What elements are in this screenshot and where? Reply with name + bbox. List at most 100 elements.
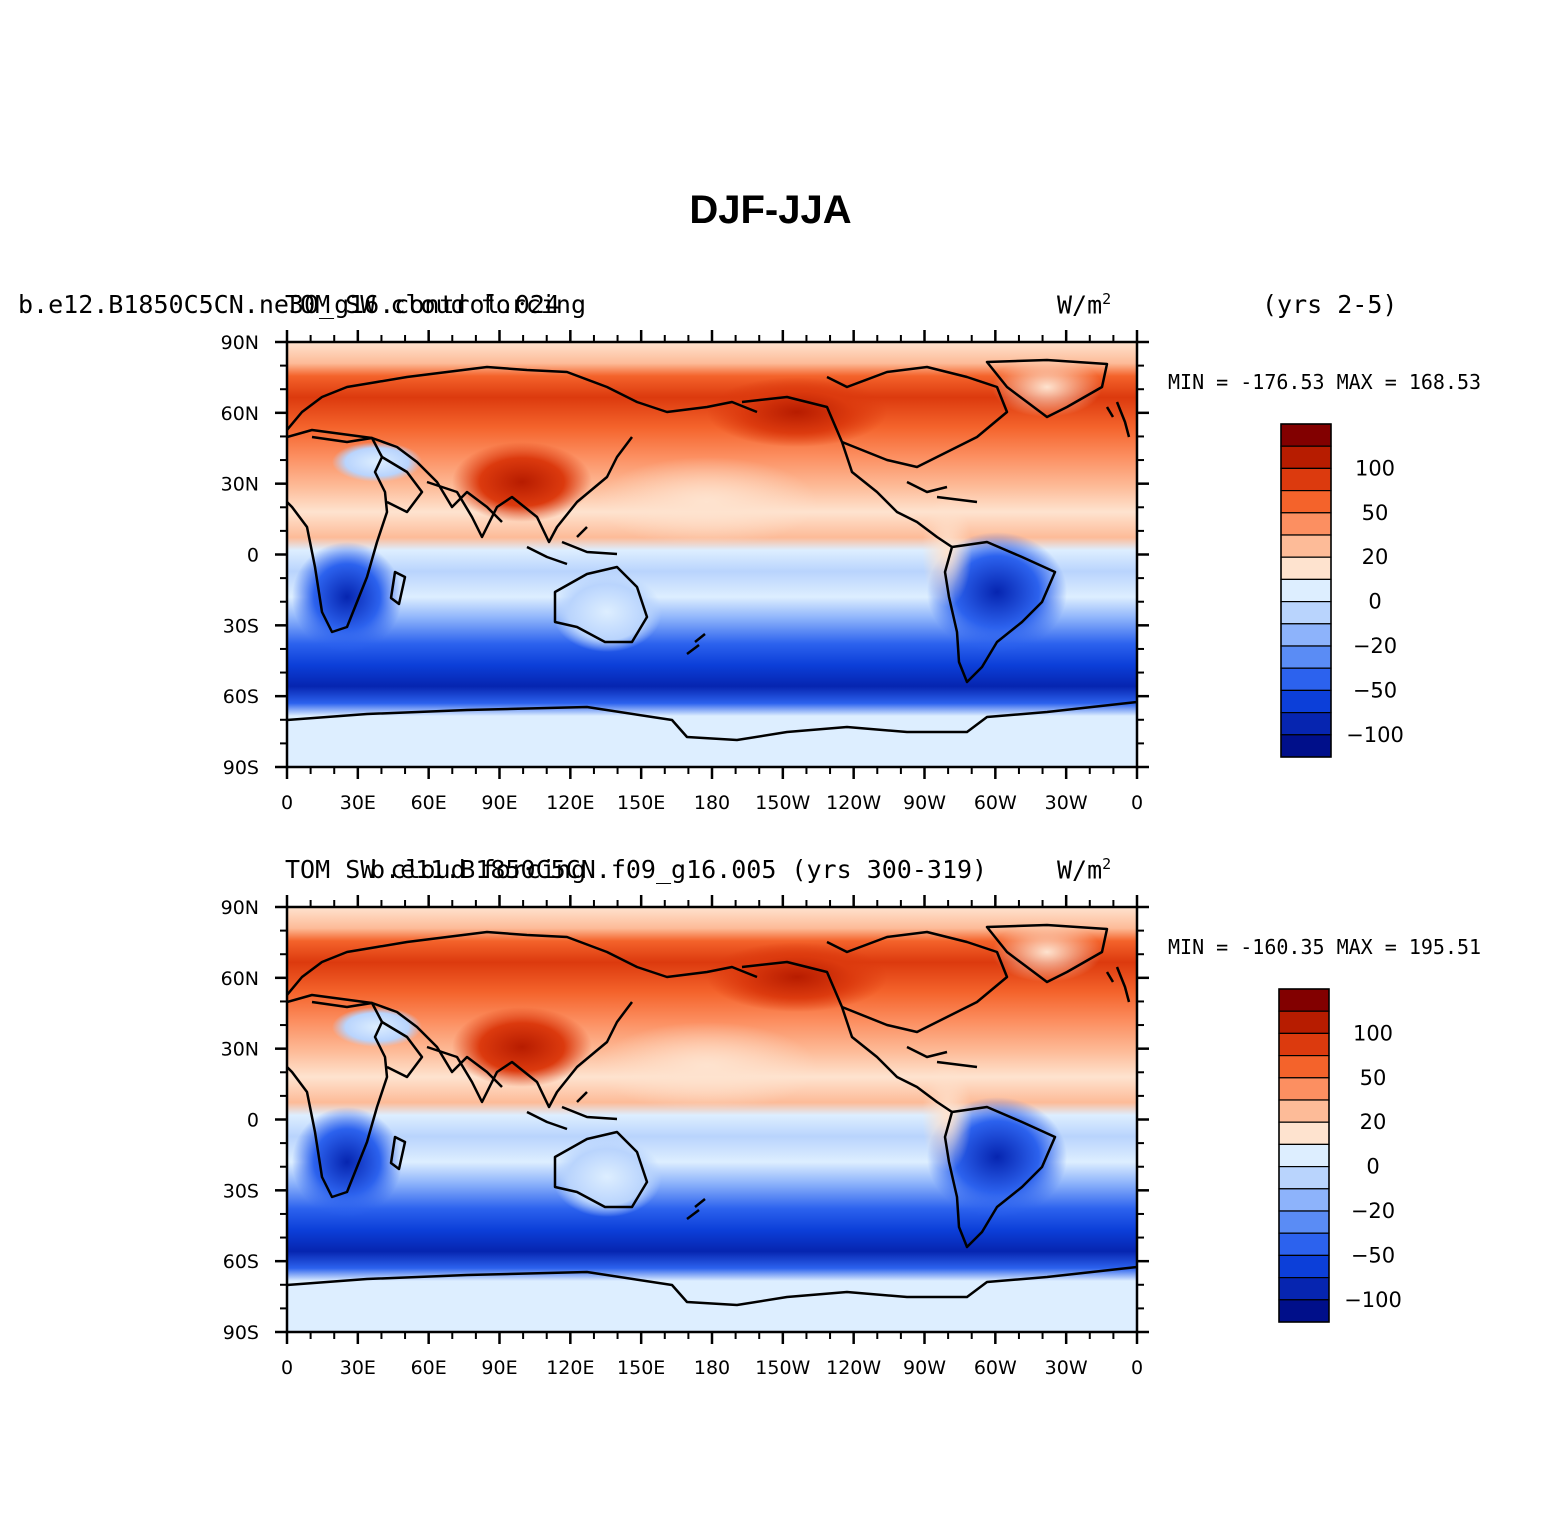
colorbar-swatch [1280,445,1332,470]
lon-tick-label: 30W [1045,1357,1088,1379]
lon-tick-label: 0 [1131,792,1143,814]
units-superscript: 2 [1102,855,1112,873]
units-text: W/m [1057,290,1103,320]
lon-tick-label: 90E [481,792,517,814]
colorbar-swatch [1280,712,1332,736]
colorbar-swatch [1280,734,1332,758]
coastlines [287,923,1137,1307]
lat-tick-label: 30S [223,1180,259,1202]
panel-2-variable-title: TOM SW cloud forcing [285,855,587,884]
colorbar-label: 100 [1355,456,1395,480]
lon-tick-label: 150E [617,792,665,814]
colorbar-label: −20 [1351,1199,1395,1223]
lat-tick-label: 30S [223,615,259,637]
units-text: W/m [1057,855,1103,885]
lat-tick-label: 30N [221,1039,259,1061]
lon-tick-label: 150W [755,792,810,814]
lon-tick-label: 150W [755,1357,810,1379]
lat-tick-label: 90N [221,897,259,919]
colorbar-swatch [1278,1032,1330,1057]
lon-tick-label: 60E [411,1357,447,1379]
colorbar-swatch [1280,645,1332,669]
map-background [287,342,1137,767]
lon-tick-label: 0 [281,1357,293,1379]
colorbar-label: 20 [1360,1110,1387,1134]
lat-tick-label: 0 [247,1110,259,1132]
lat-tick-label: 30N [221,474,259,496]
colorbar-label: 20 [1362,545,1389,569]
lon-tick-label: 60W [974,1357,1017,1379]
lat-tick-label: 60S [223,1251,259,1273]
lon-tick-label: 90W [903,792,946,814]
colorbar-label: −100 [1346,723,1404,747]
lat-tick-label: 60S [223,686,259,708]
colorbar-label: 100 [1353,1021,1393,1045]
colorbar-label: 0 [1366,1155,1379,1179]
lat-tick-label: 60N [221,403,259,425]
colorbar-swatch [1280,512,1332,536]
panel-1-units: W/m2 [1057,290,1111,319]
panel-2-stats: MIN = -160.35 MAX = 195.51 [1168,935,1482,959]
map-panel-2: 90N 60N 30N 0 30S 60S 90S 0 30E 60E 90E 120E 150E 180… [221,895,1149,1379]
lon-tick-label: 60E [411,792,447,814]
colorbar-swatch [1278,1054,1330,1079]
lat-tick-label: 90S [223,757,259,779]
lon-tick-label: 120W [826,792,881,814]
colorbar-swatch [1278,1254,1330,1279]
panel-1-stats: MIN = -176.53 MAX = 168.53 [1168,370,1482,394]
colorbar-swatch [1278,1188,1330,1212]
colorbars: 100 50 20 0 −20 −50 −100 100 50 20 0 −20 −50 −100 [1278,423,1404,1323]
colorbar-label: 50 [1360,1066,1387,1090]
colorbar-2: 100 50 20 0 −20 −50 −100 [1278,988,1402,1323]
lat-tick-label: 90S [223,1322,259,1344]
colorbar-swatch [1280,623,1332,647]
colorbar-swatch [1280,489,1332,514]
colorbar-label: −20 [1353,634,1397,658]
colorbar-swatch [1280,601,1332,625]
panel-1-variable-title: TOM SW cloud forcing [285,290,587,319]
lon-tick-label: 30E [340,1357,376,1379]
colorbar-swatch [1278,988,1330,1012]
colorbar-swatch [1278,1010,1330,1035]
colorbar-swatch [1278,1143,1330,1168]
coastlines [287,358,1137,742]
colorbar-swatch [1280,689,1332,714]
colorbar-label: −50 [1353,678,1397,702]
panel-1-case-title: b.e12.B1850C5CN.ne30_g16.control.024 [18,290,560,319]
colorbar-swatch [1278,1121,1330,1145]
lon-tick-label: 30E [340,792,376,814]
lon-tick-label: 0 [1131,1357,1143,1379]
lon-tick-label: 60W [974,792,1017,814]
figure-title: DJF-JJA [689,188,852,232]
anomaly-fields [292,922,1102,1217]
panel-2-case-title: b.e11.B1850C5CN.f09_g16.005 (yrs 300-319… [370,855,988,884]
lat-tick-label: 60N [221,968,259,990]
lon-tick-label: 150E [617,1357,665,1379]
colorbar-label: 50 [1362,501,1389,525]
lat-tick-label: 0 [247,545,259,567]
colorbar-swatch [1280,467,1332,492]
colorbar-1: 100 50 20 0 −20 −50 −100 [1280,423,1404,758]
map-frame [285,905,1139,1334]
lat-tick-label: 90N [221,332,259,354]
units-superscript: 2 [1102,290,1112,308]
colorbar-swatch [1280,667,1332,691]
colorbar-swatch [1278,1299,1330,1323]
map-frame [285,340,1139,769]
anomaly-fields [292,357,1102,652]
lon-tick-label: 90E [481,1357,517,1379]
map-background [287,907,1137,1332]
colorbar-frame [1280,423,1332,758]
lon-tick-label: 180 [694,1357,730,1379]
lon-tick-label: 0 [281,792,293,814]
colorbar-swatch [1278,1210,1330,1234]
lon-tick-label: 120W [826,1357,881,1379]
lon-tick-label: 90W [903,1357,946,1379]
lon-tick-label: 180 [694,792,730,814]
colorbar-swatch [1278,1277,1330,1301]
colorbar-swatch [1280,534,1332,558]
colorbar-swatch [1278,1099,1330,1123]
colorbar-swatch [1278,1232,1330,1256]
colorbar-swatch [1278,1077,1330,1101]
colorbar-swatch [1280,423,1332,447]
